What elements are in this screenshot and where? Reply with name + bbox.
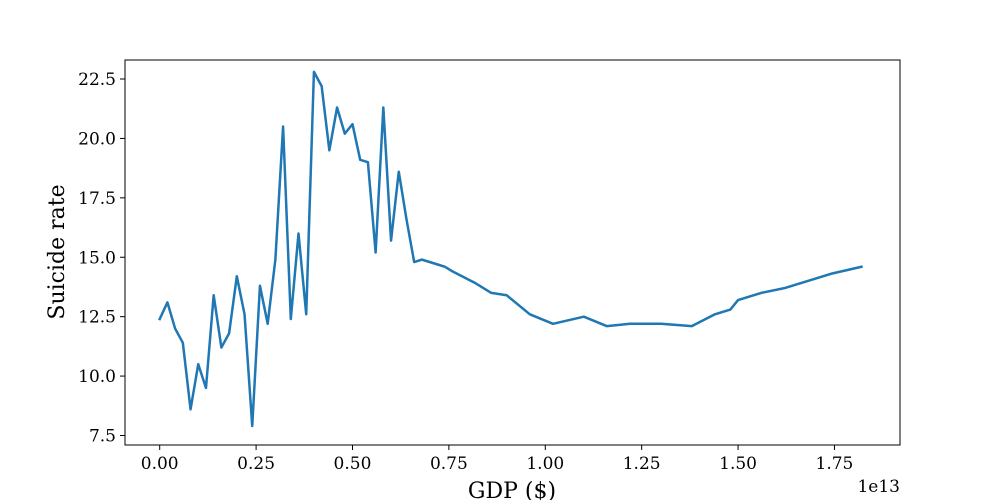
y-tick-label: 10.0 [78,367,116,387]
x-tick-label: 1.50 [719,454,757,474]
y-axis-ticks: 7.5 10.0 12.5 15.0 17.5 20.0 22.5 [78,70,125,446]
x-tick-label: 1.75 [816,454,854,474]
x-tick-label: 0.00 [141,454,179,474]
plot-area [125,60,900,445]
plot-frame [124,59,901,446]
y-tick-label: 12.5 [78,308,116,328]
x-tick-label: 1.00 [526,454,564,474]
y-axis-label: Suicide rate [45,184,70,319]
y-tick-label: 15.0 [78,248,116,268]
y-tick-label: 22.5 [78,70,116,90]
x-tick-label: 0.25 [237,454,275,474]
x-axis-label: GDP ($) [468,479,556,500]
x-tick-label: 0.50 [334,454,372,474]
y-tick-label: 17.5 [78,189,116,209]
x-tick-label: 1.25 [623,454,661,474]
y-tick-label: 20.0 [78,129,116,149]
series-line [158,70,863,428]
x-axis-ticks: 0.00 0.25 0.50 0.75 1.00 1.25 1.50 1.75 [141,445,854,474]
y-tick-label: 7.5 [89,426,116,446]
x-tick-label: 0.75 [430,454,468,474]
x-offset-label: 1e13 [857,477,900,497]
